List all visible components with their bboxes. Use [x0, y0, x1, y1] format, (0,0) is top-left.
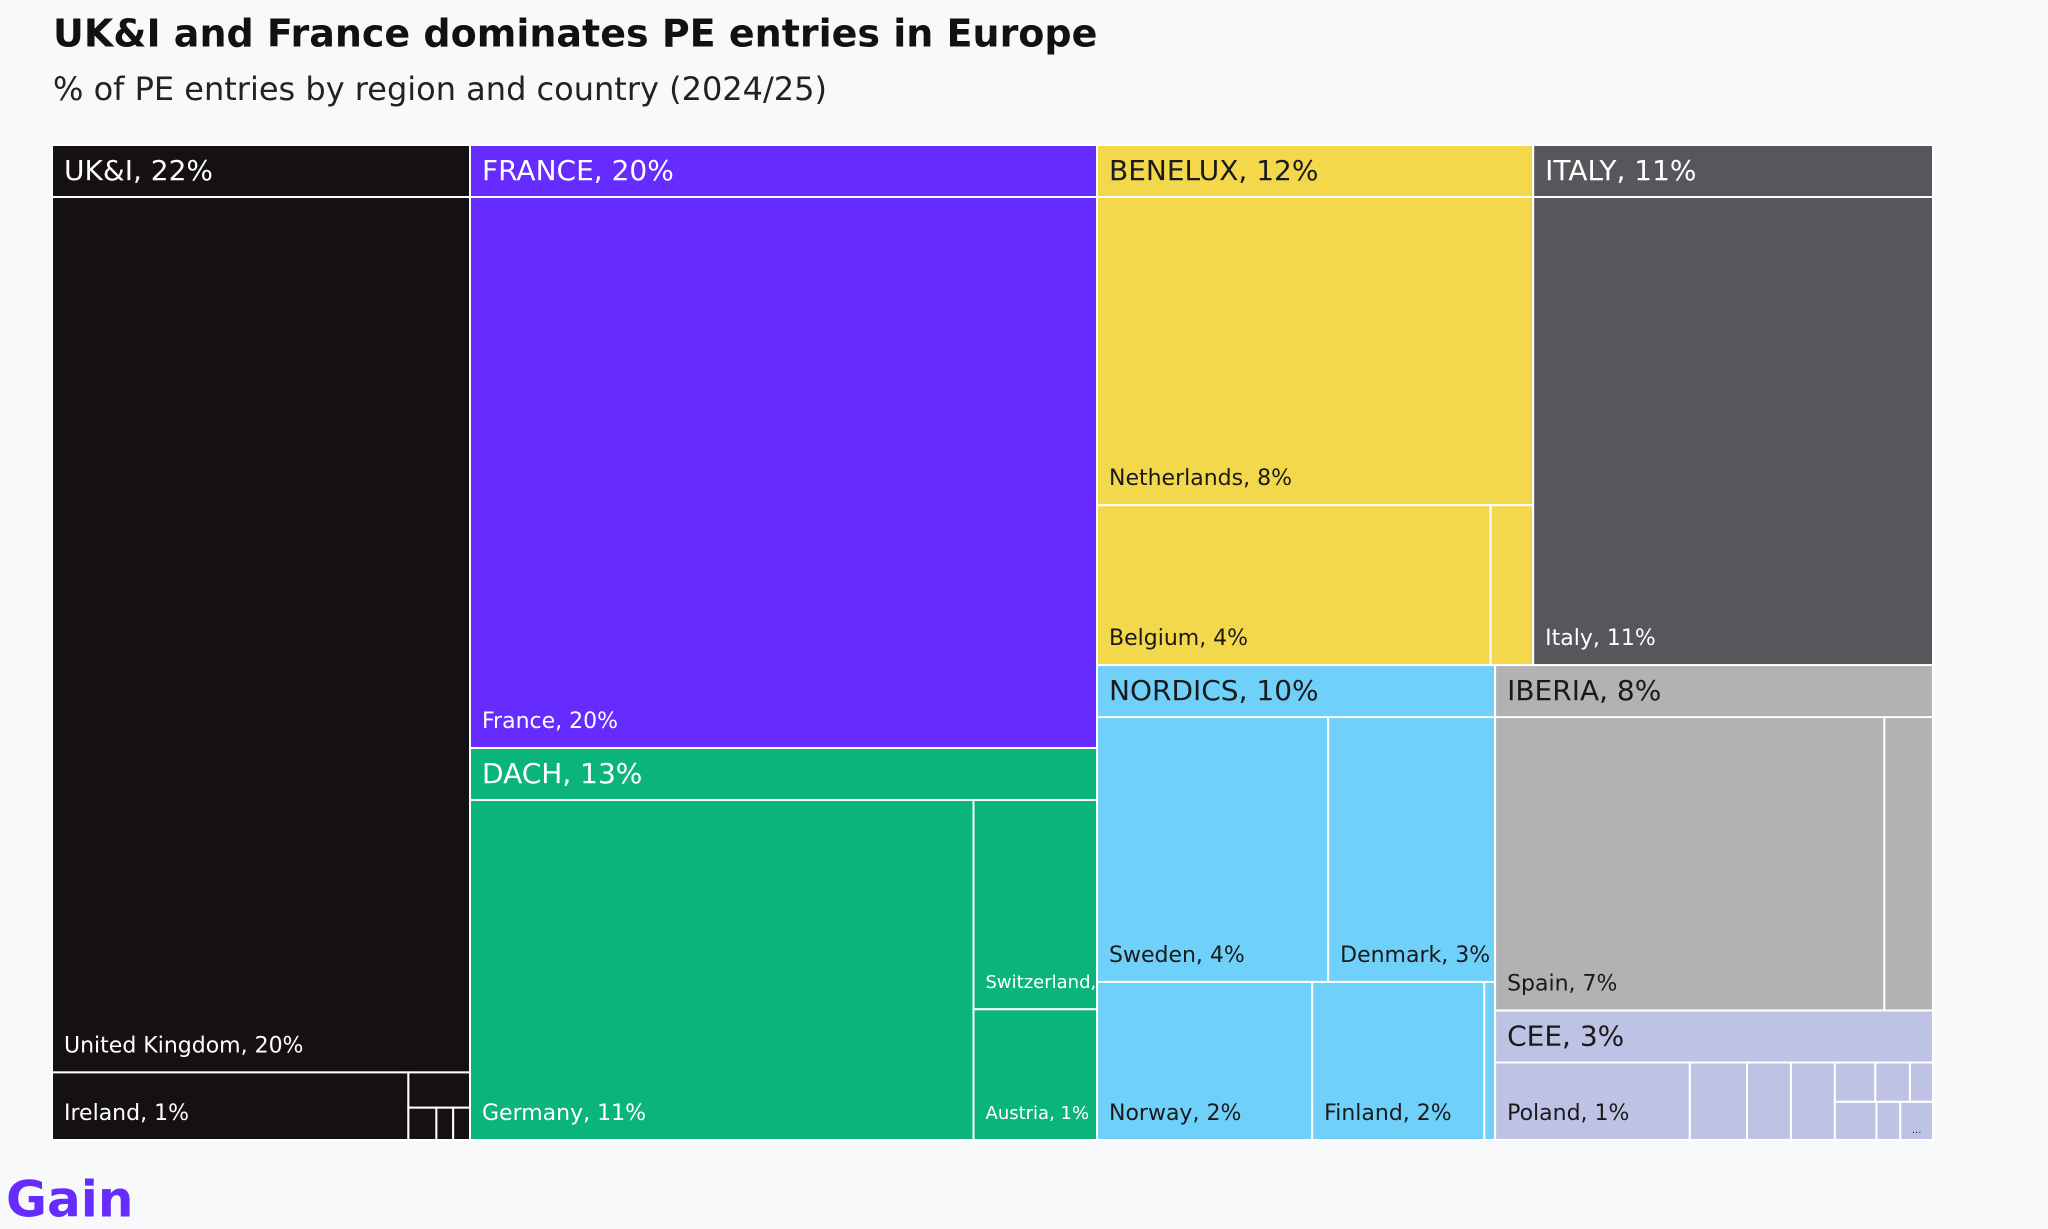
country-tile — [1908, 1061, 1935, 1103]
country-tile — [1833, 1100, 1878, 1142]
country-tile — [1096, 196, 1535, 507]
country-tile — [1489, 504, 1535, 667]
country-label: Poland, 1% — [1507, 1101, 1629, 1126]
country-label: ... — [1912, 1125, 1922, 1136]
country-label: Norway, 2% — [1109, 1101, 1241, 1126]
country-label: Germany, 11% — [482, 1101, 646, 1126]
country-tile — [407, 1106, 438, 1141]
country-label: Denmark, 3% — [1340, 943, 1490, 968]
country-tile — [1483, 980, 1497, 1141]
country-label: France, 20% — [482, 709, 618, 734]
country-label: Spain, 7% — [1507, 971, 1617, 996]
country-tile — [1833, 1061, 1877, 1103]
country-label: Sweden, 4% — [1109, 943, 1245, 968]
country-tile — [1875, 1100, 1902, 1142]
country-tile — [972, 799, 1098, 1011]
group-label: FRANCE, 20% — [482, 154, 674, 187]
country-tile — [1874, 1061, 1911, 1103]
country-tile — [469, 196, 1098, 750]
country-tile — [407, 1071, 471, 1109]
chart-title: UK&I and France dominates PE entries in … — [53, 12, 1097, 56]
country-tile — [51, 196, 471, 1074]
country-tile — [972, 1008, 1098, 1141]
country-tile — [1327, 716, 1497, 983]
country-label: Netherlands, 8% — [1109, 466, 1292, 491]
country-label: Switzerland, 2% — [986, 972, 1131, 993]
country-label: Finland, 2% — [1324, 1101, 1452, 1126]
group-label: BENELUX, 12% — [1109, 154, 1318, 187]
group-label: CEE, 3% — [1507, 1019, 1624, 1052]
country-tile — [435, 1106, 455, 1141]
group-label: DACH, 13% — [482, 757, 642, 790]
brand-logo: Gain — [6, 1171, 134, 1229]
chart-subtitle: % of PE entries by region and country (2… — [53, 70, 827, 108]
country-tile — [1883, 716, 1934, 1012]
country-tile — [1746, 1061, 1792, 1142]
country-tile — [51, 1071, 410, 1142]
country-tile — [1096, 504, 1492, 667]
country-label: Austria, 1% — [986, 1103, 1090, 1124]
country-tile — [1096, 980, 1314, 1141]
group-label: NORDICS, 10% — [1109, 674, 1319, 707]
country-tile — [1311, 980, 1486, 1141]
country-tile — [1494, 716, 1886, 1012]
country-tile — [1899, 1100, 1934, 1142]
country-tile — [1688, 1061, 1749, 1142]
group-label: UK&I, 22% — [64, 154, 213, 187]
country-tile — [452, 1106, 472, 1141]
group-label: ITALY, 11% — [1545, 154, 1696, 187]
country-label: United Kingdom, 20% — [64, 1033, 303, 1058]
group-label: IBERIA, 8% — [1507, 674, 1661, 707]
country-tile — [1096, 716, 1330, 983]
country-tile — [469, 799, 975, 1141]
country-tile — [1532, 196, 1935, 667]
country-label: Ireland, 1% — [64, 1101, 189, 1126]
country-label: Italy, 11% — [1545, 626, 1656, 651]
country-label: Belgium, 4% — [1109, 626, 1248, 651]
country-tile — [1789, 1061, 1836, 1142]
